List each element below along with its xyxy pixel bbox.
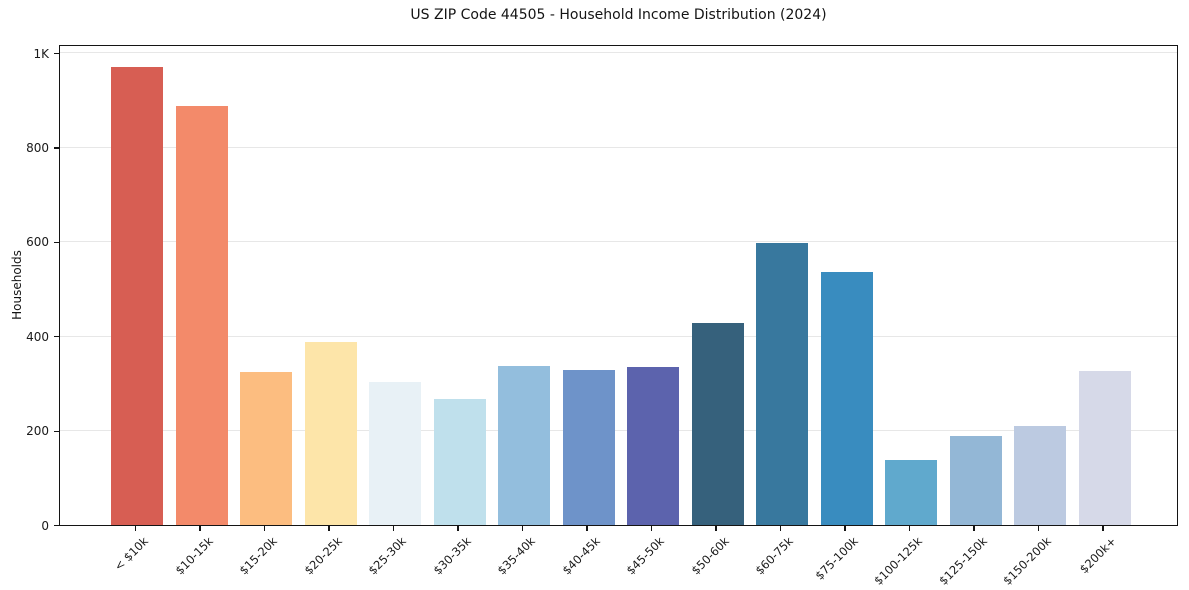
x-tick-label-$75-100k: $75-100k bbox=[811, 534, 861, 583]
gridline-y-1000 bbox=[60, 52, 1177, 54]
x-tick-label-< $10k: < $10k bbox=[111, 534, 151, 574]
gridline-y-800 bbox=[60, 146, 1177, 148]
x-tick-mark-$100-125k bbox=[908, 525, 911, 531]
bar-$10-15k bbox=[175, 106, 228, 525]
bar-$75-100k bbox=[820, 272, 873, 525]
bar-$25-30k bbox=[369, 381, 421, 525]
x-tick-mark-$150-200k bbox=[1037, 525, 1040, 531]
x-tick-label-$20-25k: $20-25k bbox=[300, 534, 345, 578]
x-tick-label-$10-15k: $10-15k bbox=[171, 534, 216, 578]
y-tick-mark-400 bbox=[53, 336, 59, 338]
x-tick-mark-$15-20k bbox=[263, 525, 266, 531]
y-tick-mark-200 bbox=[53, 430, 59, 432]
x-tick-mark-$60-75k bbox=[779, 525, 782, 531]
bar-$20-25k bbox=[304, 342, 357, 525]
y-tick-label-200: 200 bbox=[26, 424, 49, 439]
x-tick-label-$60-75k: $60-75k bbox=[752, 534, 796, 578]
x-tick-label-$15-20k: $15-20k bbox=[236, 534, 280, 578]
x-tick-mark-$35-40k bbox=[521, 525, 524, 531]
plot-area: 0 200 400 600 800 1K < $10k $10-15k $15-20k $20-2… bbox=[26, 45, 1178, 588]
x-tick-label-$30-35k: $30-35k bbox=[429, 534, 474, 578]
y-tick-mark-1K bbox=[53, 52, 59, 55]
y-tick-mark-600 bbox=[53, 241, 59, 244]
x-tick-mark-< $10k bbox=[134, 525, 137, 531]
y-tick-label-1K: 1K bbox=[33, 46, 49, 61]
bar-$50-60k bbox=[691, 323, 744, 525]
y-tick-mark-0 bbox=[53, 524, 59, 527]
x-tick-mark-$75-100k bbox=[844, 525, 846, 531]
bar-$100-125k bbox=[885, 460, 937, 525]
gridline-y-200 bbox=[60, 430, 1177, 432]
x-tick-mark-$40-45k bbox=[586, 525, 588, 531]
x-tick-label-$45-50k: $45-50k bbox=[623, 534, 667, 578]
bar-$45-50k bbox=[627, 366, 679, 525]
x-tick-mark-$20-25k bbox=[328, 525, 330, 531]
x-tick-mark-$30-35k bbox=[457, 525, 459, 531]
y-tick-label-800: 800 bbox=[26, 140, 49, 155]
bar-$40-45k bbox=[562, 370, 615, 525]
x-tick-mark-$50-60k bbox=[715, 525, 717, 531]
bar-$60-75k bbox=[756, 243, 808, 525]
x-tick-label-$125-150k: $125-150k bbox=[935, 534, 990, 588]
chart-title: US ZIP Code 44505 - Household Income Dis… bbox=[410, 7, 827, 23]
bar-$15-20k bbox=[240, 371, 292, 525]
gridline-y-400 bbox=[60, 335, 1177, 337]
y-axis-label: Households bbox=[10, 250, 24, 320]
gridline-y-600 bbox=[60, 241, 1177, 243]
x-tick-mark-$10-15k bbox=[199, 525, 201, 531]
y-tick-label-0: 0 bbox=[41, 518, 49, 533]
x-tick-label-$50-60k: $50-60k bbox=[687, 534, 732, 578]
x-tick-label-$25-30k: $25-30k bbox=[365, 534, 409, 578]
y-tick-label-400: 400 bbox=[26, 329, 49, 344]
bar-$35-40k bbox=[498, 365, 550, 525]
bar-< $10k bbox=[111, 67, 163, 525]
bar-$30-35k bbox=[433, 399, 486, 525]
x-tick-label-$100-125k: $100-125k bbox=[871, 534, 925, 588]
x-tick-label-$40-45k: $40-45k bbox=[558, 534, 603, 578]
x-tick-mark-$200k+ bbox=[1102, 525, 1104, 531]
x-tick-label-$35-40k: $35-40k bbox=[494, 534, 538, 578]
bar-$150-200k bbox=[1014, 426, 1066, 525]
y-tick-label-600: 600 bbox=[26, 235, 49, 250]
x-tick-label-$150-200k: $150-200k bbox=[1000, 534, 1054, 588]
x-tick-mark-$45-50k bbox=[650, 525, 653, 531]
bar-$200k+ bbox=[1078, 371, 1131, 525]
x-tick-mark-$25-30k bbox=[392, 525, 395, 531]
y-tick-mark-800 bbox=[53, 147, 59, 149]
x-tick-mark-$125-150k bbox=[973, 525, 975, 531]
bar-$125-150k bbox=[949, 435, 1002, 525]
x-tick-label-$200k+: $200k+ bbox=[1076, 534, 1119, 577]
